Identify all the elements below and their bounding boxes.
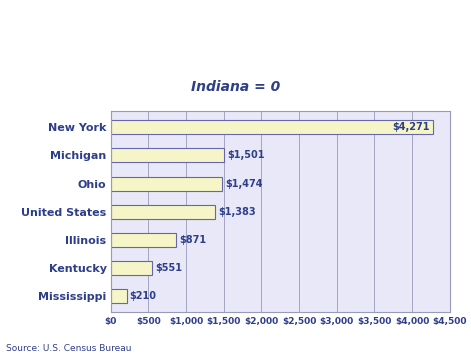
Text: Source: U.S. Census Bureau: Source: U.S. Census Bureau [6,345,131,353]
Text: Indiana has the second lowest tax burden of any state: Indiana has the second lowest tax burden… [6,36,368,49]
Bar [111,205,215,218]
Bar [111,288,127,303]
Bar [111,120,432,135]
Bar [111,149,224,162]
Text: $1,383: $1,383 [218,206,256,217]
Text: $551: $551 [155,262,182,272]
Text: Figure 2: Revenue Per Capita: Indiana Compared to Others: Figure 2: Revenue Per Capita: Indiana Co… [6,8,397,21]
Bar [111,232,176,247]
Bar [111,261,152,275]
Text: $1,501: $1,501 [227,151,264,161]
Bar [111,176,222,191]
Text: $4,271: $4,271 [392,122,430,132]
Text: $1,474: $1,474 [225,178,262,188]
Text: $871: $871 [179,235,206,245]
Text: Indiana = 0: Indiana = 0 [191,80,280,95]
Text: $210: $210 [130,291,156,301]
